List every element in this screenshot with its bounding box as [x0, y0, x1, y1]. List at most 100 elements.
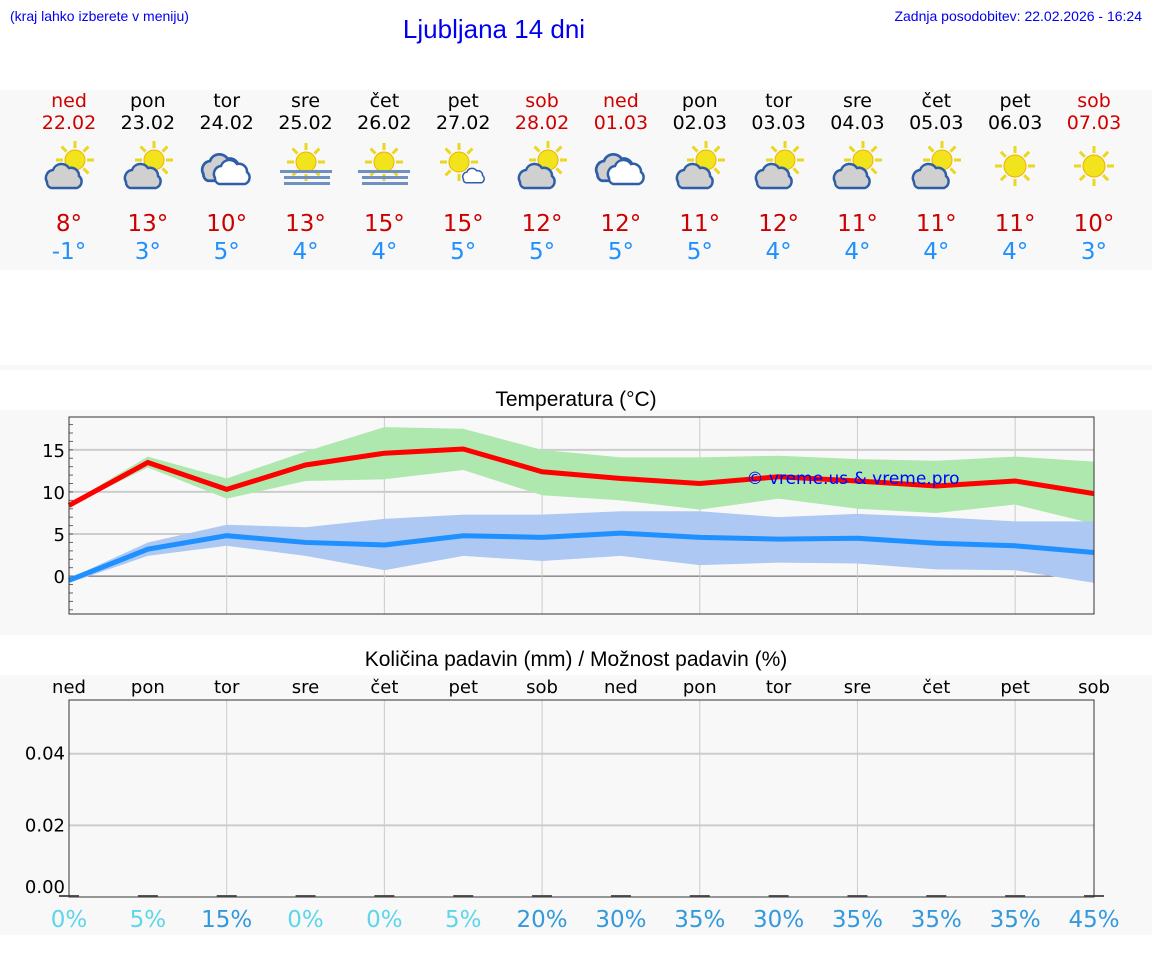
day-label: pon: [683, 677, 717, 698]
day-name: ned: [603, 90, 639, 112]
day-date: 26.02: [357, 112, 412, 134]
precip-bar: [216, 895, 237, 897]
precip-probability: 5%: [445, 907, 482, 933]
partly-cloudy-icon: [502, 134, 582, 194]
mostly-sunny-icon: [423, 134, 503, 194]
day-column: sre 25.02 13° 4°: [266, 90, 346, 266]
min-temp: -1°: [51, 239, 87, 265]
partly-cloudy-icon: [29, 134, 109, 194]
cloudy-icon: [581, 134, 661, 194]
sun-fog-icon: [344, 134, 424, 194]
day-date: 04.03: [830, 112, 885, 134]
precip-bar: [768, 895, 789, 897]
day-name: čet: [369, 90, 400, 112]
day-label: pon: [131, 677, 165, 698]
day-column: tor 24.02 10° 5°: [187, 90, 267, 266]
min-temp: 4°: [371, 239, 398, 265]
min-temp: 5°: [686, 239, 713, 265]
day-column: sob 28.02 12° 5°: [502, 90, 582, 266]
precip-bar: [295, 895, 316, 897]
day-date: 24.02: [199, 112, 254, 134]
sun-fog-icon: [266, 134, 346, 194]
y-tick-label: 5: [54, 525, 65, 546]
day-name: sre: [291, 90, 321, 112]
day-name: pet: [999, 90, 1031, 112]
max-temp: 11°: [915, 211, 957, 237]
day-name: pon: [129, 90, 166, 112]
day-name: sob: [1077, 90, 1111, 112]
partly-cloudy-icon: [660, 134, 740, 194]
precip-probability: 0%: [366, 907, 403, 933]
day-name: čet: [921, 90, 952, 112]
min-temp: 5°: [607, 239, 634, 265]
precipitation-panel: [0, 675, 1152, 935]
precip-probability: 35%: [911, 907, 962, 933]
max-temp: 13°: [285, 211, 326, 237]
precip-bar: [926, 895, 947, 897]
min-temp: 3°: [1080, 239, 1108, 265]
day-name: sre: [842, 90, 872, 112]
precip-bar: [847, 895, 868, 897]
precip-probability: 20%: [517, 907, 568, 933]
day-date: 01.03: [593, 112, 649, 134]
day-label: čet: [922, 677, 950, 698]
day-column: sob 07.03 10° 3°: [1054, 90, 1134, 266]
max-temp: 12°: [521, 211, 563, 237]
day-column: pet 27.02 15° 5°: [423, 90, 503, 266]
day-label: ned: [604, 677, 638, 698]
day-label: pet: [448, 677, 478, 698]
precip-probability: 35%: [990, 907, 1041, 933]
page-title: Ljubljana 14 dni: [402, 14, 586, 44]
precip-bar: [532, 895, 553, 897]
max-temp: 10°: [1073, 211, 1115, 237]
day-column: pon 23.02 13° 3°: [108, 90, 188, 266]
precipitation-plot-frame: [68, 699, 1095, 898]
day-label: sre: [292, 677, 319, 698]
y-tick-label: 10: [42, 483, 65, 504]
day-column: čet 26.02 15° 4°: [344, 90, 424, 266]
day-name: pon: [681, 90, 718, 112]
max-temp: 8°: [55, 211, 83, 237]
last-updated: Zadnja posodobitev: 22.02.2026 - 16:24: [894, 8, 1142, 24]
max-temp: 11°: [679, 211, 721, 237]
day-date: 23.02: [120, 112, 176, 134]
day-name: sob: [525, 90, 559, 112]
day-column: tor 03.03 12° 4°: [739, 90, 819, 266]
y-tick-label: 0.00: [25, 877, 65, 898]
day-date: 27.02: [436, 112, 491, 134]
precip-bar: [374, 895, 395, 897]
max-temp: 13°: [127, 211, 169, 237]
day-date: 07.03: [1066, 112, 1122, 134]
precip-probability: 45%: [1068, 907, 1119, 933]
precip-bar: [1005, 895, 1026, 897]
precip-probability: 0%: [51, 907, 88, 933]
precip-probability: 0%: [287, 907, 324, 933]
min-temp: 4°: [844, 239, 871, 265]
day-date: 02.03: [672, 112, 727, 134]
max-temp-line: [67, 446, 1095, 508]
max-temp: 11°: [837, 211, 878, 237]
day-date: 06.03: [987, 112, 1043, 134]
partly-cloudy-icon: [108, 134, 188, 194]
day-column: sre 04.03 11° 4°: [817, 90, 897, 266]
min-temp: 4°: [292, 239, 319, 265]
min-temp: 4°: [765, 239, 792, 265]
day-column: pet 06.03 11° 4°: [975, 90, 1055, 266]
precip-probability: 35%: [674, 907, 725, 933]
precip-probability: 30%: [595, 907, 646, 933]
day-label: pet: [1000, 677, 1030, 698]
day-label: sre: [844, 677, 871, 698]
day-label: sob: [526, 677, 558, 698]
precip-probability: 35%: [832, 907, 883, 933]
precip-bar: [610, 895, 631, 897]
precipitation-chart-title: Količina padavin (mm) / Možnost padavin …: [364, 648, 788, 671]
y-tick-label: 0.02: [25, 815, 65, 836]
cloudy-icon: [187, 134, 267, 194]
y-tick-label: 0.04: [25, 744, 65, 765]
day-column: pon 02.03 11° 5°: [660, 90, 740, 266]
partly-cloudy-icon: [817, 134, 897, 194]
precip-probability: 30%: [753, 907, 804, 933]
day-name: ned: [51, 90, 87, 112]
day-label: tor: [214, 677, 240, 698]
